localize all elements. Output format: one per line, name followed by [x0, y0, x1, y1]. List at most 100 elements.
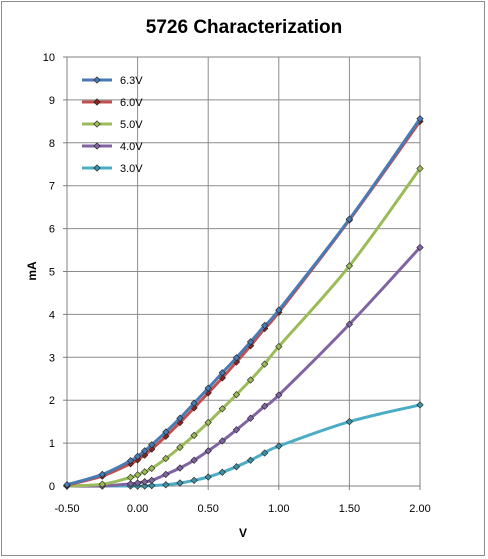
- data-point: [141, 478, 149, 486]
- y-tick-label: 3: [49, 352, 55, 364]
- series-4: [63, 401, 424, 490]
- data-point: [246, 414, 255, 422]
- data-point: [204, 384, 212, 392]
- data-point: [98, 470, 106, 479]
- data-point: [141, 468, 149, 476]
- data-point: [275, 342, 283, 351]
- data-point: [190, 431, 198, 440]
- x-tick-label: 1.00: [268, 503, 289, 515]
- data-point: [98, 480, 106, 488]
- y-tick-label: 8: [49, 138, 55, 150]
- chart-title: 5726 Characterization: [146, 17, 342, 38]
- data-point: [63, 481, 71, 489]
- data-point: [345, 215, 354, 223]
- data-point: [162, 428, 170, 436]
- data-point: [246, 456, 255, 464]
- legend-marker: [93, 120, 101, 128]
- legend-label: 3.0V: [120, 163, 143, 175]
- data-point: [246, 338, 255, 346]
- data-point: [148, 476, 156, 485]
- series-0: [63, 115, 424, 489]
- data-point: [261, 321, 269, 330]
- data-point: [126, 473, 135, 482]
- series-2: [63, 164, 424, 490]
- data-point: [204, 447, 212, 455]
- legend-label: 6.3V: [120, 75, 143, 87]
- data-point: [133, 452, 142, 461]
- y-tick-label: 10: [43, 52, 55, 64]
- legend-entry: 4.0V: [82, 141, 143, 153]
- legend-label: 5.0V: [120, 119, 143, 131]
- data-point: [162, 481, 170, 489]
- series-line: [67, 403, 421, 488]
- y-axis-ticks: 0 1 2 3 4 5 6 7 8 9 10: [43, 52, 67, 493]
- data-point: [204, 418, 212, 427]
- data-point: [148, 464, 156, 473]
- y-tick-label: 6: [49, 224, 55, 236]
- data-point: [162, 470, 170, 479]
- legend-entry: 6.0V: [82, 97, 143, 109]
- data-point: [345, 262, 354, 270]
- data-point: [176, 464, 184, 472]
- data-point: [218, 405, 226, 413]
- legend-entry: 3.0V: [82, 163, 143, 175]
- data-point: [345, 320, 354, 328]
- data-point: [218, 468, 226, 476]
- data-point: [232, 390, 241, 399]
- x-tick-label: 0.00: [127, 503, 148, 515]
- data-point: [204, 473, 212, 481]
- data-point: [218, 369, 226, 377]
- data-point: [190, 399, 198, 407]
- series-line: [66, 167, 422, 488]
- series-3: [63, 243, 424, 490]
- data-point: [126, 457, 135, 465]
- legend-entry: 5.0V: [82, 119, 143, 131]
- y-tick-label: 0: [49, 481, 55, 493]
- y-tick-label: 7: [49, 181, 55, 193]
- data-point: [176, 443, 184, 452]
- y-tick-label: 9: [49, 95, 55, 107]
- data-point: [133, 471, 142, 479]
- legend-marker: [93, 98, 101, 106]
- x-tick-label: 1.50: [339, 503, 360, 515]
- data-point: [141, 447, 149, 455]
- data-point: [162, 454, 170, 463]
- legend-label: 4.0V: [120, 141, 143, 153]
- series-line: [66, 246, 422, 488]
- legend-marker: [93, 142, 101, 150]
- data-point: [148, 441, 156, 449]
- data-point: [416, 243, 424, 252]
- y-axis-label: mA: [25, 261, 39, 281]
- data-point: [176, 414, 184, 422]
- y-tick-label: 1: [49, 438, 55, 450]
- data-point: [218, 437, 226, 445]
- data-point: [141, 482, 149, 490]
- y-tick-label: 5: [49, 267, 55, 279]
- data-point: [261, 402, 269, 410]
- data-point: [133, 479, 142, 487]
- legend-marker: [93, 76, 101, 84]
- legend: 6.3V 6.0V 5.0V 4.0V 3.0V: [82, 75, 143, 175]
- x-tick-label: 2.00: [409, 503, 430, 515]
- series-layer: [63, 115, 424, 490]
- data-point: [232, 354, 241, 362]
- data-point: [275, 306, 283, 314]
- data-point: [261, 360, 269, 368]
- data-point: [232, 463, 241, 471]
- data-point: [126, 480, 135, 488]
- data-point: [246, 376, 255, 384]
- x-tick-label: 0.50: [197, 503, 218, 515]
- legend-marker: [93, 164, 101, 172]
- data-point: [148, 481, 156, 490]
- legend-label: 6.0V: [120, 97, 143, 109]
- y-tick-label: 2: [49, 395, 55, 407]
- data-point: [275, 391, 283, 399]
- y-tick-label: 4: [49, 309, 55, 321]
- data-point: [416, 401, 424, 409]
- data-point: [275, 442, 283, 450]
- x-tick-label: -0.50: [54, 503, 79, 515]
- data-point: [176, 479, 184, 487]
- data-point: [416, 164, 424, 173]
- data-point: [232, 426, 241, 434]
